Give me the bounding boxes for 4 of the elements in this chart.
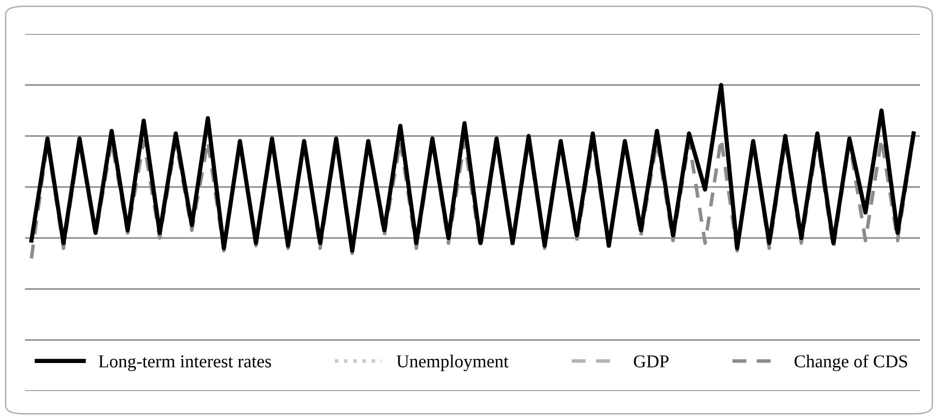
legend-label: Long-term interest rates	[98, 355, 271, 372]
legend-label: GDP	[634, 355, 669, 368]
legend-label: Unemployment	[396, 354, 508, 372]
legend-label: Change of CDS	[794, 354, 908, 372]
